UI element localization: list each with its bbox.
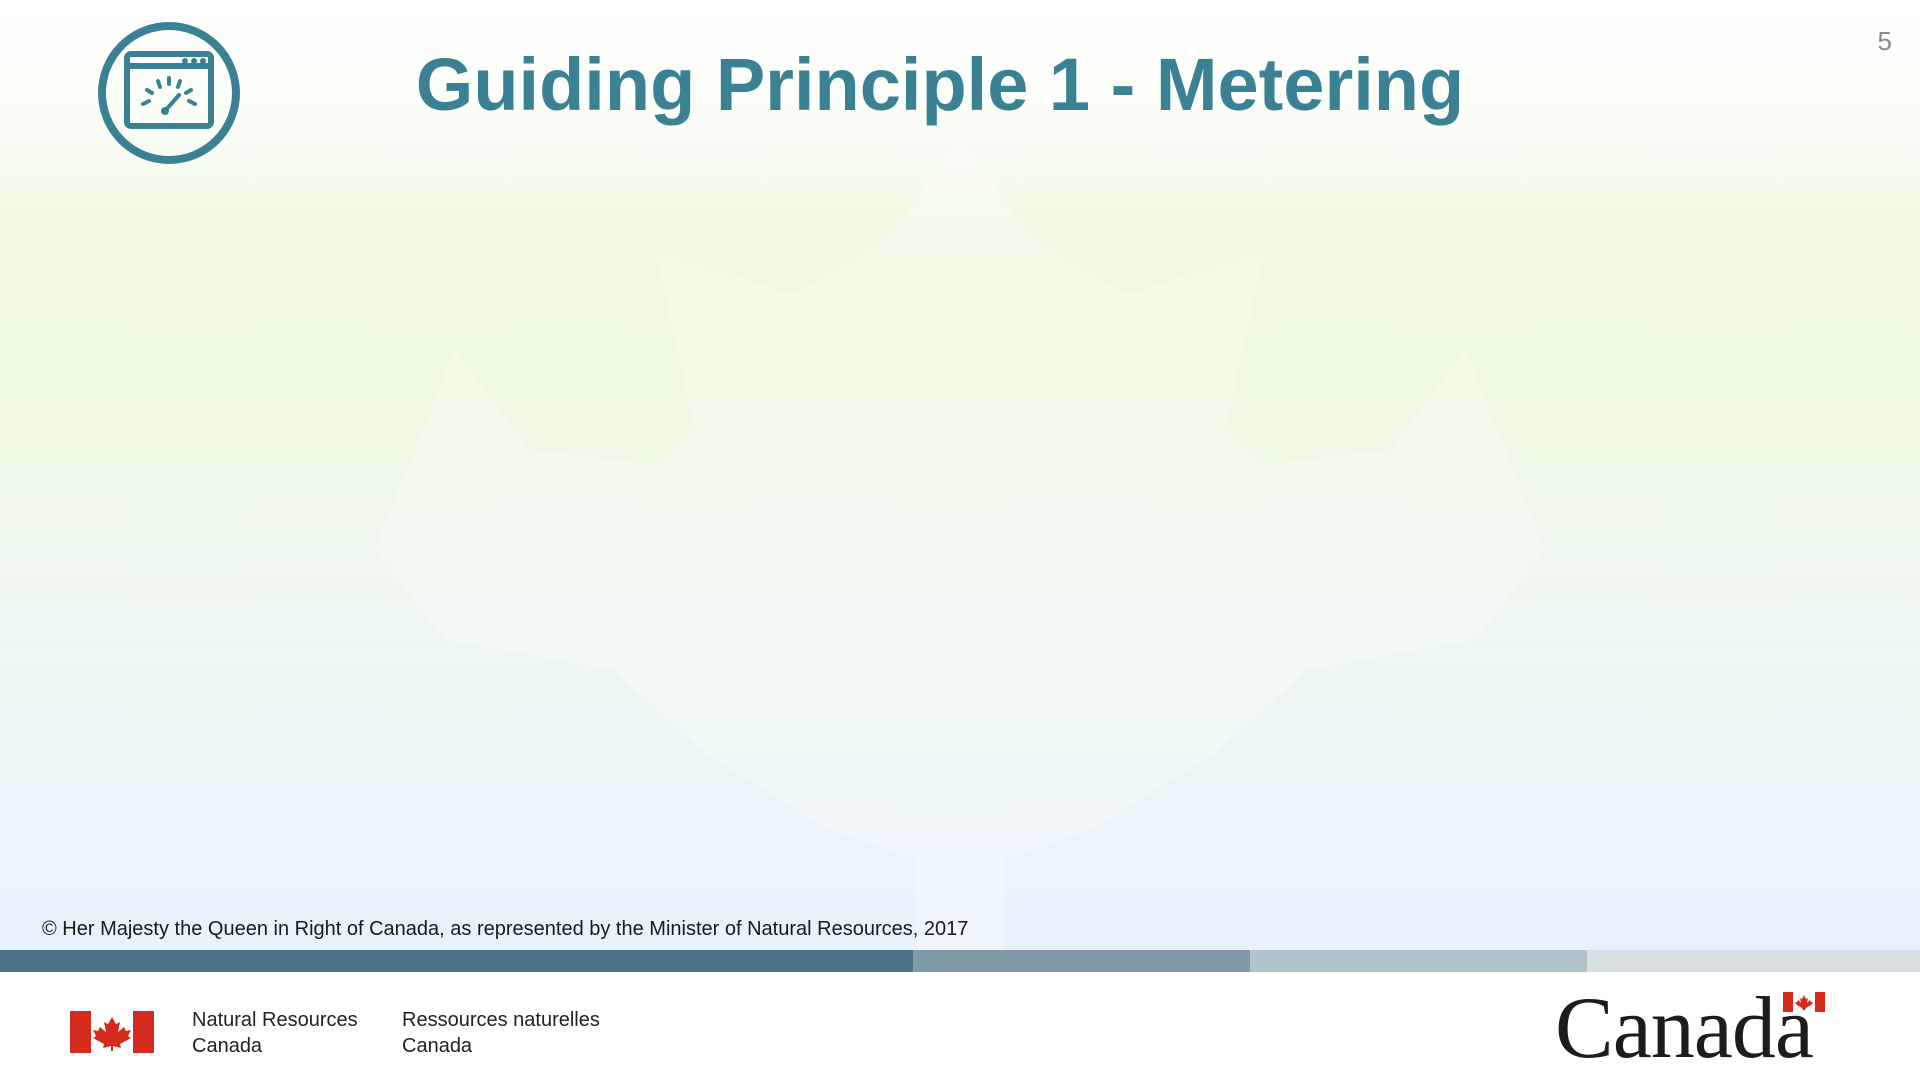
department-name-english: Natural Resources Canada xyxy=(192,1007,358,1059)
department-name-french: Ressources naturelles Canada xyxy=(402,1007,600,1059)
canada-flag-icon xyxy=(70,1011,154,1053)
footer xyxy=(0,972,1920,1080)
copyright-notice: © Her Majesty the Queen in Right of Cana… xyxy=(42,918,969,940)
maple-leaf-watermark xyxy=(375,140,1545,950)
color-bar-segment-1 xyxy=(0,950,913,972)
page-number: 5 xyxy=(1877,26,1892,56)
slide-title: Guiding Principle 1 - Metering xyxy=(415,43,1465,126)
color-bar-segment-3 xyxy=(1250,950,1587,972)
department-en-line2: Canada xyxy=(192,1035,263,1057)
canada-wordmark: Canada xyxy=(1555,980,1814,1077)
department-fr-line1: Ressources naturelles xyxy=(402,1009,600,1031)
department-fr-line2: Canada xyxy=(402,1035,473,1057)
wordmark-flag-icon xyxy=(1783,992,1825,1012)
dashboard-gauge-icon xyxy=(98,22,240,164)
slide-background xyxy=(0,0,1920,950)
department-en-line1: Natural Resources xyxy=(192,1009,358,1031)
color-bar-segment-4 xyxy=(1587,950,1920,972)
color-bar-segment-2 xyxy=(913,950,1250,972)
